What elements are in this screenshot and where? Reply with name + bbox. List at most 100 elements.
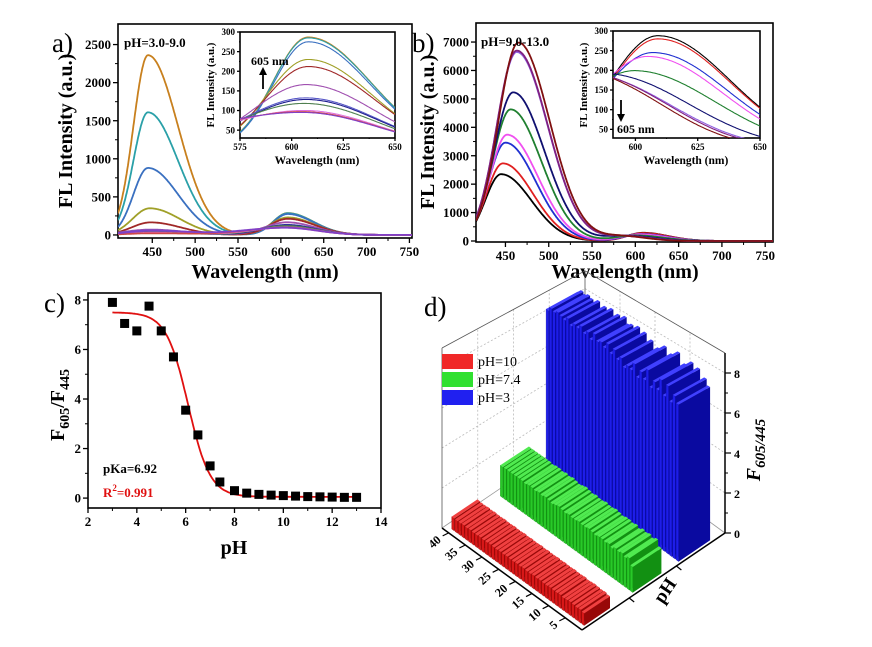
bar-top-face [617, 531, 649, 553]
bar-top-face [566, 300, 601, 319]
bar-top-face [672, 377, 707, 397]
legend-label-ph3: pH=3 [478, 391, 510, 406]
bar-side-face [610, 546, 613, 579]
bar-top-face [630, 546, 662, 567]
main-ga-y-tick-label: 500 [92, 189, 112, 204]
bar-side-face [665, 384, 669, 555]
inset-ga-series-line-6 [240, 84, 395, 123]
panel-label-d: d) [424, 292, 447, 322]
main-gb-y-tick-label: 0 [463, 234, 470, 249]
bar-top-face [517, 458, 549, 479]
index-axis-tick [442, 532, 449, 537]
bar-top-face [559, 297, 594, 317]
main-gb-y-tick-label: 6000 [443, 63, 469, 78]
frame-edge [441, 270, 586, 349]
bar-side-face [582, 332, 586, 494]
main-gb-y-tick-label: 3000 [443, 148, 469, 163]
inset-x-axis-title-a: Wavelength (nm) [275, 155, 360, 167]
bar-side-face [503, 467, 507, 501]
bar-top-face [540, 475, 572, 497]
main-ga-x-tick-label: 550 [228, 244, 248, 259]
inset-gb-y-tick-label: 300 [595, 26, 609, 36]
panel-label-c: c) [44, 288, 65, 318]
bar-top-face [527, 465, 559, 486]
bar-side-face [596, 535, 600, 569]
r-squared-label: R2=0.991 [103, 483, 154, 500]
bar-side-face [609, 352, 613, 514]
bar-side-face [562, 318, 566, 480]
bar-side-face [528, 571, 532, 587]
bar-side-face [579, 324, 583, 492]
data-point [205, 461, 215, 471]
inset-ga-series-line-4 [240, 58, 395, 127]
panel-label-a: a) [52, 28, 73, 58]
main-gb-y-tick-label: 7000 [443, 35, 469, 50]
bar-top-face [613, 528, 645, 549]
bar-side-face [560, 508, 563, 542]
bar-side-face [454, 519, 458, 534]
bar-side-face [478, 535, 482, 551]
bars [451, 290, 711, 626]
bar-top-face [596, 323, 631, 343]
inset-gb-y-tick-label: 200 [595, 65, 609, 75]
bar-top-face [676, 385, 711, 405]
data-point [144, 301, 154, 311]
bar-side-face [590, 530, 593, 564]
main-gb-series-line-2 [476, 162, 773, 242]
main-gb-series-line-9 [476, 41, 773, 242]
inset-ga-y-tick-label: 50 [226, 125, 236, 135]
bar-top-face [528, 554, 557, 574]
bar-front-face [678, 387, 711, 562]
bar-top-face [458, 504, 487, 524]
bar-top-face [666, 367, 701, 387]
z-axis-title-d: F605/445 [743, 418, 769, 482]
bar-side-face [520, 479, 523, 513]
bar-top-face [531, 556, 560, 576]
bar-side-face [510, 471, 513, 506]
panel-c-y-tick-label: 0 [75, 491, 82, 506]
bar-side-face [514, 561, 518, 578]
legend-swatch-ph10 [442, 354, 473, 369]
bar-side-face [566, 512, 570, 547]
legend-label-ph10: pH=10 [478, 355, 517, 370]
bar-top-face [610, 528, 642, 549]
data-point [254, 489, 264, 499]
bar-top-face [488, 525, 517, 545]
bar-top-face [571, 586, 600, 606]
bar-side-face [586, 526, 590, 562]
panel-b: b) 450 500 550 600 650 700 750 0 1000 2000 3000 400… [412, 22, 775, 283]
bar-side-face [558, 593, 562, 609]
main-gb-y-tick-label: 5000 [443, 91, 469, 106]
bar-side-face [524, 569, 528, 585]
bar-side-face [543, 495, 547, 530]
panel-c-x-tick-label: 8 [231, 514, 238, 529]
bar-top-face [523, 463, 555, 485]
bar-side-face [516, 476, 520, 511]
bar-top-face [549, 290, 584, 309]
main-ga-x-tick-label: 650 [314, 244, 334, 259]
bar-side-face [555, 311, 559, 475]
bar-side-face [573, 518, 577, 552]
inset-ga-y-tick-label: 200 [222, 66, 236, 76]
main-gb-x-tick-label: 450 [496, 248, 516, 263]
y-axis-title-b: FL Intensity (a.u.) [417, 55, 439, 209]
bar-top-face [632, 345, 667, 365]
data-point [266, 490, 276, 500]
bar-top-face [590, 511, 622, 533]
panel-c-x-tick-label: 4 [134, 514, 141, 529]
bar-side-face [511, 559, 515, 575]
index-axis-tick [492, 568, 499, 573]
ph-axis-tick [676, 565, 682, 571]
data-point [291, 491, 301, 501]
bar-side-face [606, 542, 610, 576]
bar-side-face [546, 498, 550, 533]
bar-side-face [672, 394, 676, 560]
pka-label: pKa=6.92 [103, 461, 157, 476]
bar-top-face [471, 514, 500, 534]
main-ga-x-tick-label: 750 [400, 244, 420, 259]
y-axis-title-c: F605/F445 [47, 369, 73, 441]
bar-top-face [568, 583, 597, 603]
inset-ga-series-line-8 [240, 98, 395, 128]
inset-x-axis-title-b: Wavelength (nm) [644, 155, 729, 167]
